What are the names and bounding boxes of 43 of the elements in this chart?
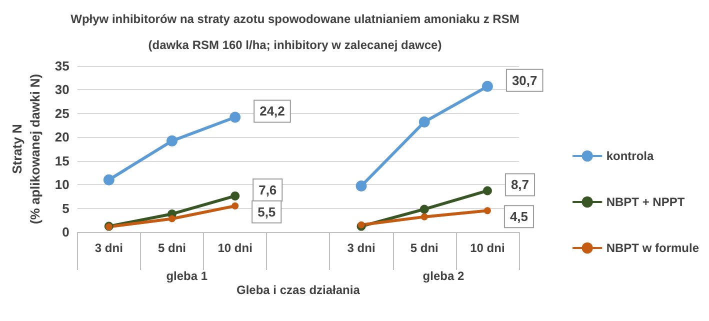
data-label: 5,5 (258, 204, 276, 220)
text: gleba 1 (166, 269, 208, 283)
y-tick-label: 35 (54, 58, 70, 74)
x-tick-label: 3 dni (94, 241, 123, 255)
point (358, 221, 365, 228)
data-label: 24,2 (260, 104, 285, 119)
x-axis-title: Gleba i czas działania (236, 283, 360, 297)
x-tick-label: 5 dni (410, 241, 438, 255)
x-tick-label: 10 dni (218, 241, 252, 255)
x-tick-label: 10 dni (470, 241, 505, 255)
point (232, 202, 239, 210)
y-axis-title: Straty N (% aplikowanej dawki N) (10, 74, 42, 224)
point (418, 116, 430, 128)
point (168, 215, 176, 222)
y-tick-label: 0 (62, 224, 70, 240)
y-tick-label: 15 (54, 153, 70, 168)
point (166, 135, 178, 146)
data-label: 30,7 (512, 72, 538, 88)
chart-subtitle: (dawka RSM 160 l/ha; inhibitory w zalecanej dawce) (148, 38, 442, 52)
y-tick-label: 5 (62, 200, 70, 216)
data-label: 7,6 (258, 182, 277, 198)
x-tick-label: 3 dni (347, 241, 376, 255)
point (230, 191, 240, 200)
legend-label: NBPT w formule (606, 241, 700, 255)
point (482, 80, 493, 92)
legend-label: kontrola (606, 149, 654, 163)
chart-title: Wpływ inhibitorów na straty azotu spowodowane ulatnianiem amoniaku z RSM (70, 12, 520, 26)
point (420, 213, 428, 220)
point (230, 112, 241, 123)
point (420, 204, 429, 214)
point (484, 207, 491, 214)
y-tick-label: 30 (54, 82, 70, 98)
y-tick-label: 10 (54, 177, 70, 192)
data-label: 4,5 (510, 209, 528, 224)
legend-label: NBPT + NPPT (606, 195, 686, 209)
x-tick-label: 5 dni (158, 241, 186, 255)
point (356, 180, 367, 192)
y-tick-label: 25 (54, 106, 70, 121)
data-label: 8,7 (510, 177, 530, 192)
point (482, 186, 492, 196)
point (103, 174, 114, 186)
y-tick-label: 20 (54, 130, 70, 145)
text: gleba 2 (422, 269, 464, 283)
